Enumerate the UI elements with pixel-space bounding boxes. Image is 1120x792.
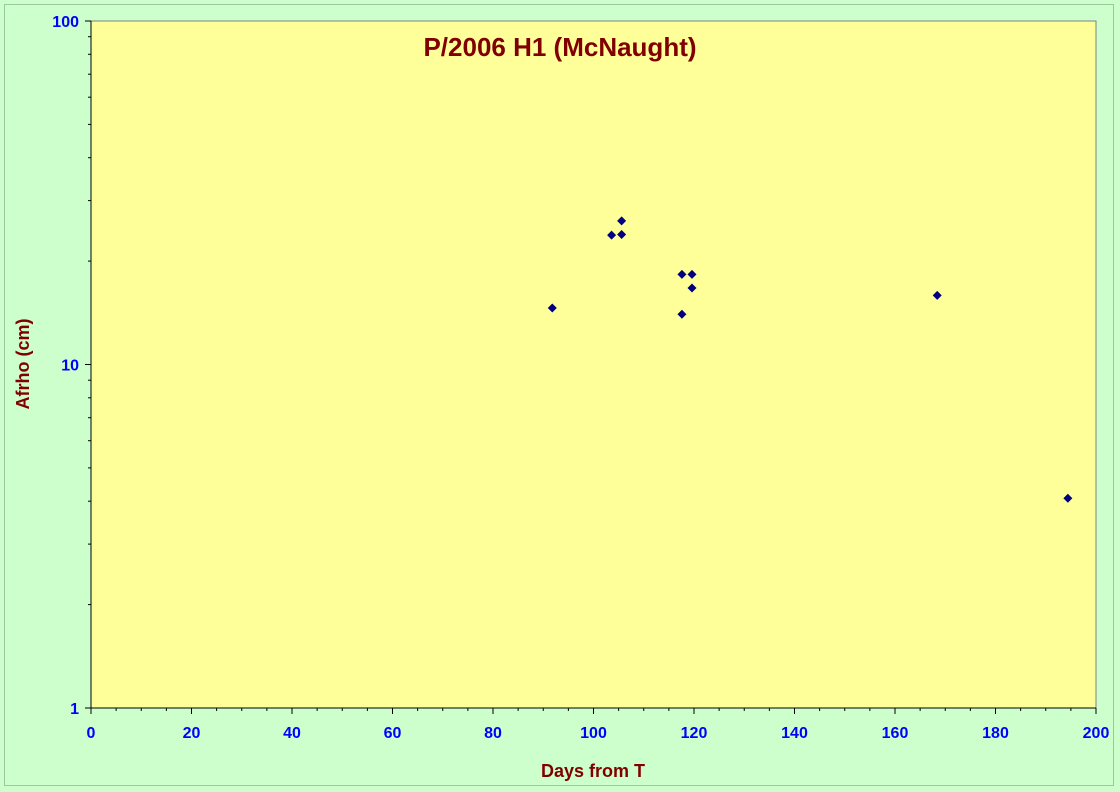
x-tick-label: 200 (1083, 725, 1110, 742)
y-axis-title: Afrho (cm) (13, 319, 33, 410)
data-point (617, 216, 627, 226)
data-point (932, 290, 942, 300)
x-tick-label: 20 (183, 725, 201, 742)
data-point (1063, 493, 1073, 503)
x-tick-label: 160 (882, 725, 909, 742)
tick-marks (85, 20, 1097, 714)
data-points (547, 216, 1073, 503)
plot-area (90, 20, 1097, 709)
x-tick-label: 0 (87, 725, 96, 742)
data-point (547, 303, 557, 313)
data-point (677, 269, 687, 279)
data-point (687, 283, 697, 293)
data-point (677, 309, 687, 319)
y-tick-labels: 1 10 100 (52, 14, 79, 718)
x-tick-labels: 0 20 40 60 80 100 120 140 160 180 200 (87, 725, 1110, 742)
x-tick-label: 60 (384, 725, 402, 742)
x-tick-label: 80 (484, 725, 502, 742)
y-tick-label: 100 (52, 14, 79, 31)
chart-title: P/2006 H1 (McNaught) (423, 32, 696, 62)
x-tick-label: 180 (982, 725, 1009, 742)
data-point (617, 230, 627, 240)
x-tick-label: 140 (781, 725, 808, 742)
y-tick-label: 1 (70, 701, 79, 718)
x-tick-label: 100 (580, 725, 607, 742)
y-tick-label: 10 (61, 358, 79, 375)
data-point (687, 269, 697, 279)
x-axis-title: Days from T (541, 761, 645, 781)
x-tick-label: 120 (681, 725, 708, 742)
x-tick-label: 40 (283, 725, 301, 742)
data-point (607, 230, 617, 240)
